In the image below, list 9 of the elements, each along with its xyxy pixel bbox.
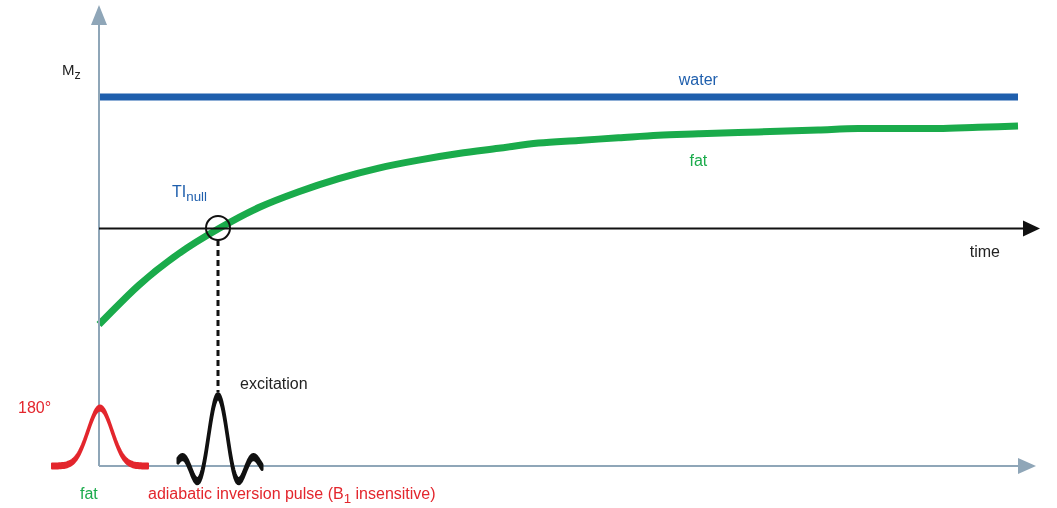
text: fat — [80, 485, 98, 502]
annotation: TI$_{null}$ — [172, 183, 207, 205]
series-label: water — [677, 71, 719, 89]
series-label: fat — [689, 151, 708, 169]
text: excitation — [240, 375, 308, 392]
y-axis-title: M$_{z}$ — [62, 61, 81, 82]
text: adiabatic inversion pulse (B$_{1}$ insensitive) — [148, 485, 436, 507]
text: 180° — [18, 399, 52, 416]
x-axis-title: time — [969, 242, 1001, 260]
